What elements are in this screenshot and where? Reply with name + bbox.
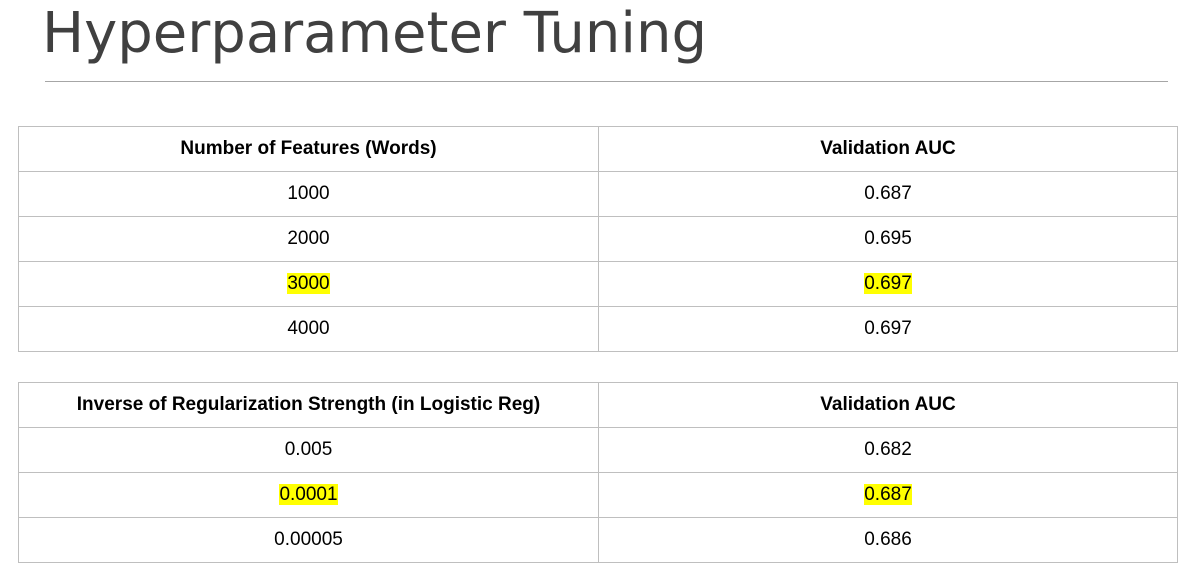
column-header-auc: Validation AUC (598, 382, 1178, 428)
cell-value: 4000 (287, 318, 330, 339)
table-header-row: Inverse of Regularization Strength (in L… (18, 382, 1178, 428)
column-header-label: Validation AUC (820, 138, 956, 159)
cell-value: 1000 (287, 183, 330, 204)
regularization-table: Inverse of Regularization Strength (in L… (18, 382, 1178, 563)
cell-value: 0.005 (284, 439, 333, 460)
auc-cell: 0.682 (598, 427, 1178, 473)
column-header-features: Number of Features (Words) (18, 126, 599, 172)
feature-count-cell: 4000 (18, 306, 599, 352)
slide-title: Hyperparameter Tuning (42, 1, 707, 66)
table-row: 2000 0.695 (18, 216, 1178, 262)
table-row: 0.00005 0.686 (18, 517, 1178, 563)
highlighted-value: 0.697 (864, 273, 912, 294)
column-header-regularization: Inverse of Regularization Strength (in L… (18, 382, 599, 428)
auc-cell: 0.697 (598, 261, 1178, 307)
cell-value: 0.687 (864, 183, 912, 204)
table-row: 0.005 0.682 (18, 427, 1178, 473)
auc-cell: 0.686 (598, 517, 1178, 563)
highlighted-value: 0.0001 (279, 484, 338, 505)
column-header-label: Inverse of Regularization Strength (in L… (76, 394, 541, 415)
table-row-best: 0.0001 0.687 (18, 472, 1178, 518)
cell-value: 2000 (287, 228, 330, 249)
highlighted-value: 0.687 (864, 484, 912, 505)
column-header-auc: Validation AUC (598, 126, 1178, 172)
table-row: 4000 0.697 (18, 306, 1178, 352)
cell-value: 0.682 (864, 439, 912, 460)
auc-cell: 0.697 (598, 306, 1178, 352)
auc-cell: 0.687 (598, 171, 1178, 217)
features-table: Number of Features (Words) Validation AU… (18, 126, 1178, 352)
column-header-label: Validation AUC (820, 394, 956, 415)
regularization-cell: 0.0001 (18, 472, 599, 518)
regularization-cell: 0.00005 (18, 517, 599, 563)
table-row-best: 3000 0.697 (18, 261, 1178, 307)
cell-value: 0.695 (864, 228, 912, 249)
cell-value: 0.00005 (274, 529, 343, 550)
regularization-cell: 0.005 (18, 427, 599, 473)
feature-count-cell: 3000 (18, 261, 599, 307)
feature-count-cell: 2000 (18, 216, 599, 262)
column-header-label: Number of Features (Words) (180, 138, 437, 159)
title-divider (45, 81, 1168, 82)
cell-value: 0.686 (864, 529, 912, 550)
cell-value: 0.697 (864, 318, 912, 339)
feature-count-cell: 1000 (18, 171, 599, 217)
table-header-row: Number of Features (Words) Validation AU… (18, 126, 1178, 172)
highlighted-value: 3000 (287, 273, 330, 294)
auc-cell: 0.687 (598, 472, 1178, 518)
table-row: 1000 0.687 (18, 171, 1178, 217)
auc-cell: 0.695 (598, 216, 1178, 262)
